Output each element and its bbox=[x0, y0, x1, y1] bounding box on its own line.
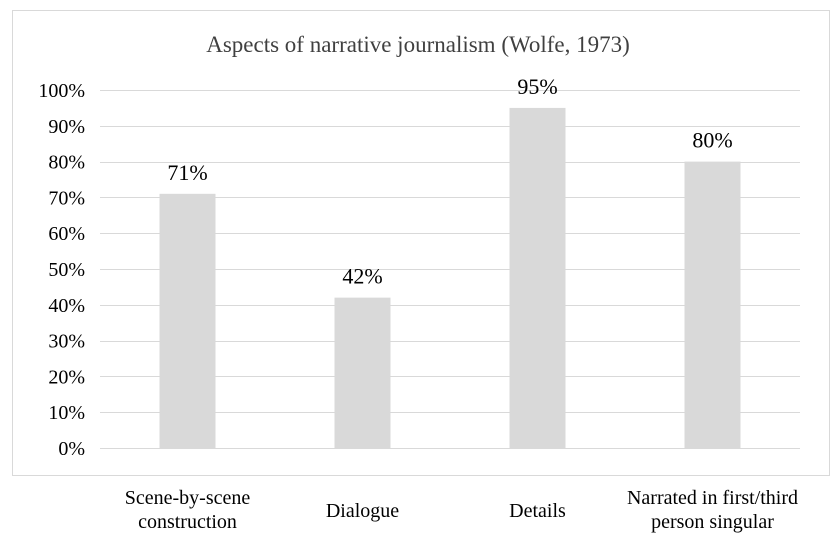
data-label: 42% bbox=[342, 264, 382, 289]
x-category-label: person singular bbox=[651, 511, 774, 533]
y-tick-label: 60% bbox=[48, 223, 85, 245]
data-label: 80% bbox=[692, 128, 732, 153]
y-tick-label: 70% bbox=[48, 187, 85, 209]
y-tick-label: 30% bbox=[48, 331, 85, 353]
y-tick-label: 0% bbox=[58, 438, 85, 460]
bar bbox=[160, 194, 216, 448]
data-label: 71% bbox=[167, 160, 207, 185]
x-category-label: Scene-by-scene bbox=[125, 487, 251, 509]
bar bbox=[335, 298, 391, 448]
x-category-label: construction bbox=[138, 511, 237, 533]
y-tick-label: 20% bbox=[48, 366, 85, 388]
x-category-label: Dialogue bbox=[326, 500, 399, 522]
bar bbox=[510, 108, 566, 448]
y-tick-label: 50% bbox=[48, 259, 85, 281]
x-category-label: Narrated in first/third bbox=[627, 487, 798, 509]
y-tick-label: 90% bbox=[48, 116, 85, 138]
data-label: 95% bbox=[517, 74, 557, 99]
y-tick-label: 10% bbox=[48, 402, 85, 424]
y-tick-label: 40% bbox=[48, 295, 85, 317]
bar bbox=[685, 162, 741, 448]
y-tick-label: 100% bbox=[38, 80, 85, 102]
x-category-label: Details bbox=[509, 500, 566, 522]
chart-title: Aspects of narrative journalism (Wolfe, … bbox=[206, 32, 630, 57]
y-tick-label: 80% bbox=[48, 152, 85, 174]
